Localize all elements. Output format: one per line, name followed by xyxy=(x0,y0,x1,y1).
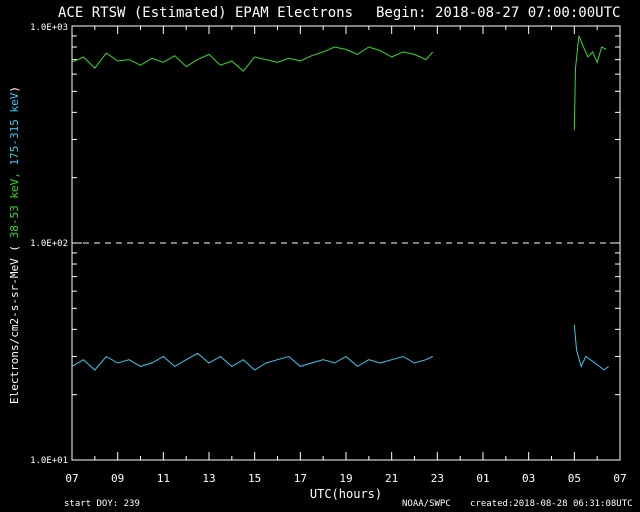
x-tick-label: 19 xyxy=(339,472,352,485)
y-axis: 1.0E+01 1.0E+02 1.0E+03 xyxy=(30,23,620,466)
x-tick-label: 13 xyxy=(202,472,215,485)
x-tick-label: 09 xyxy=(111,472,124,485)
y-tick-label: 1.0E+03 xyxy=(30,23,68,33)
x-tick-label: 03 xyxy=(522,472,535,485)
series-low-energy-line xyxy=(573,35,607,131)
y-axis-label: Electrons/cm2-s-sr-MeV ( 38-53 keV, 175-… xyxy=(8,86,21,404)
y-tick-label: 1.0E+01 xyxy=(30,456,68,466)
x-tick-label: 11 xyxy=(157,472,170,485)
start-doy: start DOY: 239 xyxy=(64,499,140,509)
begin-time: Begin: 2018-08-27 07:00:00UTC xyxy=(376,5,620,21)
chart-title: ACE RTSW (Estimated) EPAM Electrons xyxy=(58,5,353,21)
series-high-energy-line xyxy=(71,352,434,371)
y-axis-label-suffix: ) xyxy=(8,86,21,93)
x-tick-label: 23 xyxy=(431,472,444,485)
x-tick-label: 01 xyxy=(476,472,489,485)
x-tick-label: 07 xyxy=(613,472,626,485)
series-group xyxy=(71,35,609,371)
x-tick-label: 05 xyxy=(568,472,581,485)
y-tick-label: 1.0E+02 xyxy=(30,239,68,249)
y-axis-label-low-energy: 38-53 keV, xyxy=(8,172,21,245)
y-axis-label-prefix: Electrons/cm2-s-sr-MeV ( xyxy=(8,245,21,404)
y-axis-label-high-energy: 175-315 keV xyxy=(8,92,21,172)
x-axis-label: UTC(hours) xyxy=(310,487,382,501)
x-tick-label: 17 xyxy=(294,472,307,485)
x-tick-label: 21 xyxy=(385,472,398,485)
series-high-energy-line xyxy=(573,324,609,371)
x-tick-label: 15 xyxy=(248,472,261,485)
agency-label: NOAA/SWPC xyxy=(402,499,451,509)
x-tick-label: 07 xyxy=(65,472,78,485)
x-axis: 07 09 11 13 15 17 19 21 23 01 03 05 07 xyxy=(65,26,627,485)
series-low-energy-line xyxy=(71,46,434,72)
created-timestamp: created:2018-08-28 06:31:08UTC xyxy=(470,499,633,509)
